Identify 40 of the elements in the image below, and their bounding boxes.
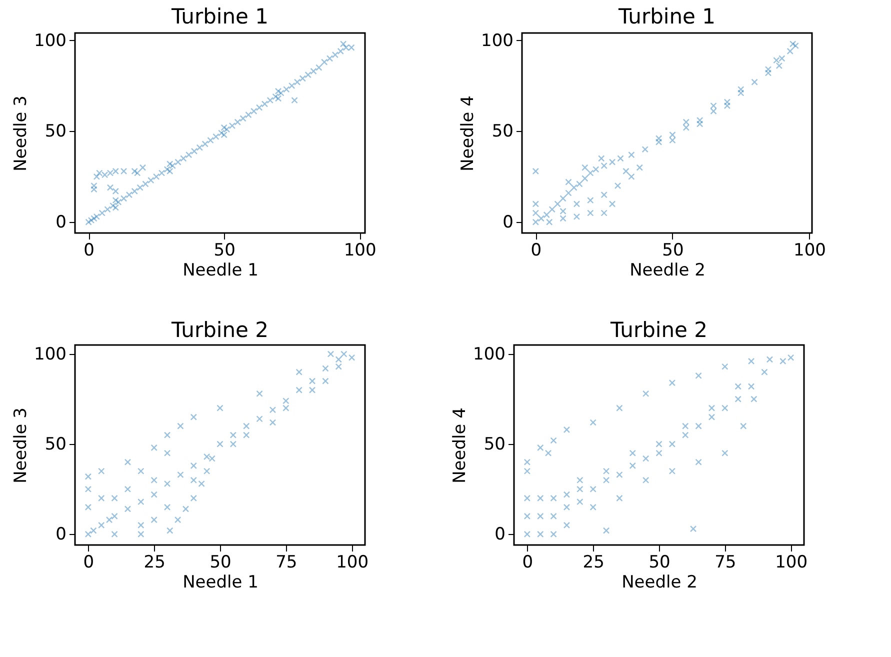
x-tick-label: 0 — [84, 240, 94, 260]
chart-title: Turbine 2 — [170, 318, 269, 342]
y-tick-label: 0 — [502, 212, 514, 233]
x-tick-label: 100 — [775, 552, 808, 572]
y-axis-title: Needle 3 — [11, 96, 32, 172]
x-axis-title: Needle 2 — [622, 572, 698, 592]
y-tick-label: 50 — [492, 122, 514, 142]
x-tick-label: 25 — [582, 552, 604, 572]
y-tick-label: 100 — [34, 344, 66, 365]
y-axis-title: Needle 4 — [458, 96, 478, 172]
x-tick-label: 0 — [530, 240, 542, 260]
x-tick-label: 0 — [522, 552, 534, 572]
chart-title: Turbine 1 — [170, 4, 269, 28]
x-tick-label: 100 — [344, 240, 376, 260]
x-tick-label: 75 — [276, 552, 298, 572]
y-tick-label: 0 — [56, 212, 66, 233]
x-tick-label: 50 — [210, 552, 232, 572]
x-axis-title: Needle 2 — [630, 260, 706, 280]
y-tick-label: 50 — [484, 434, 506, 455]
y-tick-label: 100 — [481, 30, 514, 51]
x-tick-label: 50 — [662, 240, 684, 260]
x-tick-label: 50 — [648, 552, 670, 572]
y-tick-label: 100 — [473, 344, 506, 365]
y-axis-title: Needle 3 — [11, 408, 32, 484]
x-tick-label: 75 — [714, 552, 736, 572]
x-tick-label: 100 — [336, 552, 369, 572]
y-tick-label: 0 — [56, 524, 66, 545]
x-tick-label: 50 — [214, 240, 236, 260]
x-axis-title: Needle 1 — [182, 260, 258, 280]
chart-title: Turbine 1 — [617, 4, 716, 28]
x-tick-label: 25 — [144, 552, 166, 572]
y-tick-label: 0 — [494, 524, 506, 545]
y-tick-label: 50 — [44, 434, 66, 455]
x-axis-title: Needle 1 — [182, 572, 258, 592]
y-axis-title: Needle 4 — [450, 408, 470, 484]
chart-title: Turbine 2 — [609, 318, 708, 342]
y-tick-label: 50 — [44, 122, 66, 142]
x-tick-label: 0 — [83, 552, 94, 572]
y-tick-label: 100 — [34, 30, 66, 51]
x-tick-label: 100 — [794, 240, 826, 260]
